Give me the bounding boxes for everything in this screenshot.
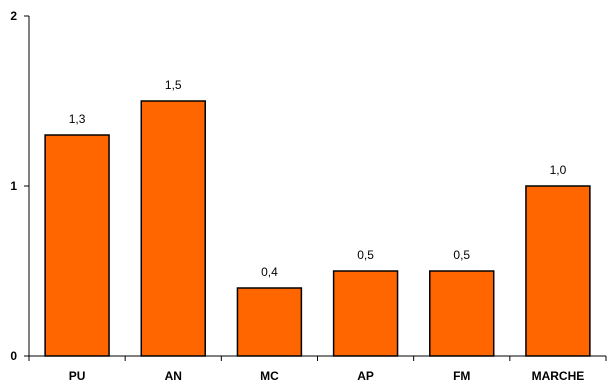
- bar-an: [140, 100, 206, 357]
- data-label-fm: 0,5: [453, 248, 470, 262]
- y-tick-label: 1: [10, 179, 17, 193]
- y-tick-label: 2: [10, 9, 17, 23]
- bar-pu: [44, 134, 110, 357]
- bar-ap: [332, 270, 399, 357]
- category-label-marche: MARCHE: [532, 369, 585, 383]
- data-label-ap: 0,5: [357, 248, 374, 262]
- bar-fm: [429, 270, 495, 357]
- y-tick-label: 0: [10, 349, 17, 363]
- data-label-mc: 0,4: [261, 265, 278, 279]
- x-axis: PU AN MC AP FM MARCHE: [28, 355, 607, 383]
- data-label-pu: 1,3: [69, 112, 86, 126]
- category-label-pu: PU: [69, 369, 86, 383]
- data-label-marche: 1,0: [550, 163, 567, 177]
- category-label-ap: AP: [357, 369, 374, 383]
- category-label-mc: MC: [260, 369, 279, 383]
- category-label-fm: FM: [453, 369, 470, 383]
- bar-marche: [525, 185, 591, 357]
- y-axis: 0 1 2: [10, 9, 30, 363]
- data-label-an: 1,5: [165, 78, 182, 92]
- bar-mc: [236, 287, 303, 357]
- bars: 1,3 1,5 0,4 0,5 0,5 1,0: [44, 78, 591, 357]
- category-label-an: AN: [165, 369, 182, 383]
